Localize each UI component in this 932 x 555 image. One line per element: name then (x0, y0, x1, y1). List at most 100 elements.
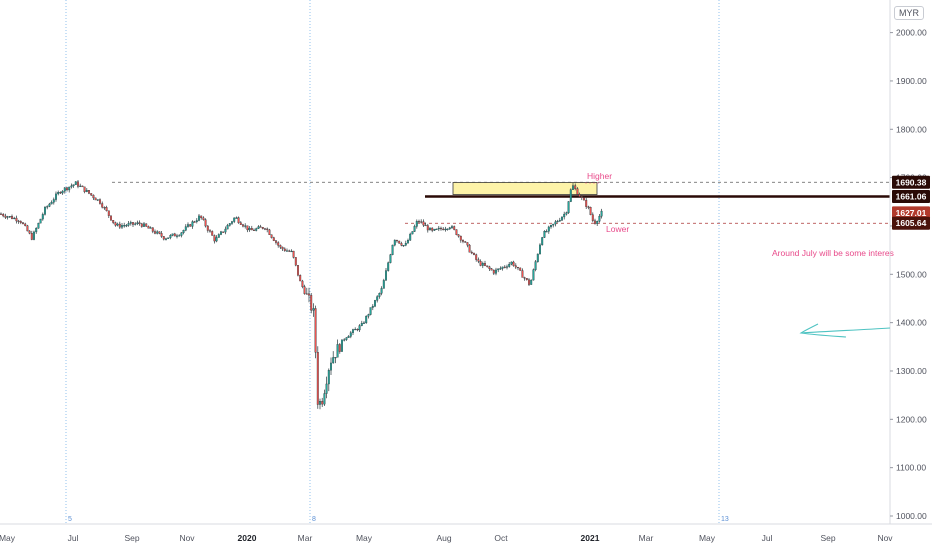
annotation-note: Around July will be some interes (772, 248, 894, 258)
candle (226, 223, 229, 230)
candle-body (565, 212, 568, 215)
candle (440, 226, 442, 231)
candle-body (396, 239, 398, 242)
price-tick-label: 1100.00 (896, 463, 926, 473)
candle-body (145, 223, 148, 227)
candle-body (264, 228, 266, 230)
candle (393, 239, 396, 247)
candle-body (272, 237, 275, 241)
candle (61, 190, 64, 195)
candle (191, 220, 194, 229)
candle (299, 274, 302, 282)
candle-body (569, 189, 572, 202)
price-axis[interactable]: 2000.001900.001800.001700.001600.001500.… (889, 0, 927, 524)
candle (255, 227, 258, 232)
candle (400, 241, 403, 247)
candle-body (136, 222, 139, 224)
candle (83, 186, 86, 194)
candle-body (492, 269, 495, 274)
candle (125, 223, 128, 228)
candle (33, 230, 35, 241)
candle-body (118, 223, 121, 228)
candle (112, 220, 115, 225)
candle (563, 211, 566, 220)
candle (114, 221, 117, 227)
candle-body (169, 235, 172, 238)
session-divider-lines: 5 8 13 (65, 0, 729, 524)
price-label: 1690.38 (892, 175, 930, 189)
candle-body (517, 266, 519, 269)
candle (132, 222, 134, 228)
candle (431, 227, 434, 233)
candle-body (88, 190, 90, 194)
candle-body (426, 225, 429, 231)
candle (325, 376, 328, 399)
candle (13, 216, 16, 220)
candle-body (589, 207, 592, 215)
candle (266, 227, 269, 233)
candle-body (345, 337, 348, 340)
candle-body (510, 261, 513, 265)
time-axis[interactable]: May Jul Sep Nov 2020 Mar May Aug Oct 2021 Mar May Ju… (0, 523, 932, 543)
candle (495, 267, 497, 276)
candle (360, 320, 363, 327)
candle (134, 222, 137, 226)
candle (233, 217, 236, 224)
time-tick-label: Nov (877, 533, 893, 543)
candle-body (530, 279, 533, 285)
candle (514, 263, 517, 270)
candle (8, 216, 11, 218)
candle (145, 223, 148, 227)
candle (536, 253, 539, 263)
candle (352, 328, 354, 336)
candle-body (506, 266, 508, 268)
price-tick-label: 1900.00 (896, 76, 927, 86)
candle (497, 268, 500, 273)
candle-body (255, 228, 258, 231)
candle-body (237, 217, 240, 223)
candle-body (433, 228, 436, 231)
candle (356, 328, 359, 332)
candle (81, 185, 84, 188)
candle (220, 230, 222, 236)
candle-body (213, 235, 216, 242)
candle-body (46, 206, 49, 208)
candle (239, 221, 242, 225)
candle (459, 235, 462, 243)
price-tick-label: 1200.00 (896, 414, 927, 424)
candle (541, 236, 544, 246)
candle-body (407, 240, 409, 244)
candle (387, 261, 390, 272)
price-label: 1627.01 (892, 206, 930, 220)
candle-body (195, 220, 198, 223)
candle-body (11, 216, 13, 219)
currency-badge[interactable]: MYR (894, 6, 924, 20)
candle-body (140, 223, 143, 227)
candlestick-series (0, 179, 603, 410)
candle-body (541, 237, 544, 246)
candle-body (156, 231, 159, 234)
candle (523, 276, 526, 281)
candle-body (77, 181, 79, 187)
candle (437, 225, 440, 232)
candle-body (17, 220, 20, 222)
candle-body (173, 233, 176, 237)
candle (558, 217, 561, 222)
price-tick-label: 2000.00 (896, 28, 927, 38)
candle-body (167, 237, 170, 239)
candle (149, 226, 152, 229)
candle (389, 253, 392, 264)
candle (165, 237, 167, 241)
candle (413, 224, 416, 232)
candle (286, 248, 288, 252)
candle-body (70, 185, 73, 188)
candle-body (477, 259, 480, 262)
candle-body (160, 233, 163, 237)
candle (569, 188, 572, 203)
candle-body (178, 235, 181, 237)
candle-body (503, 266, 506, 268)
candle (433, 228, 436, 232)
candle (290, 249, 293, 253)
candle (176, 233, 178, 239)
